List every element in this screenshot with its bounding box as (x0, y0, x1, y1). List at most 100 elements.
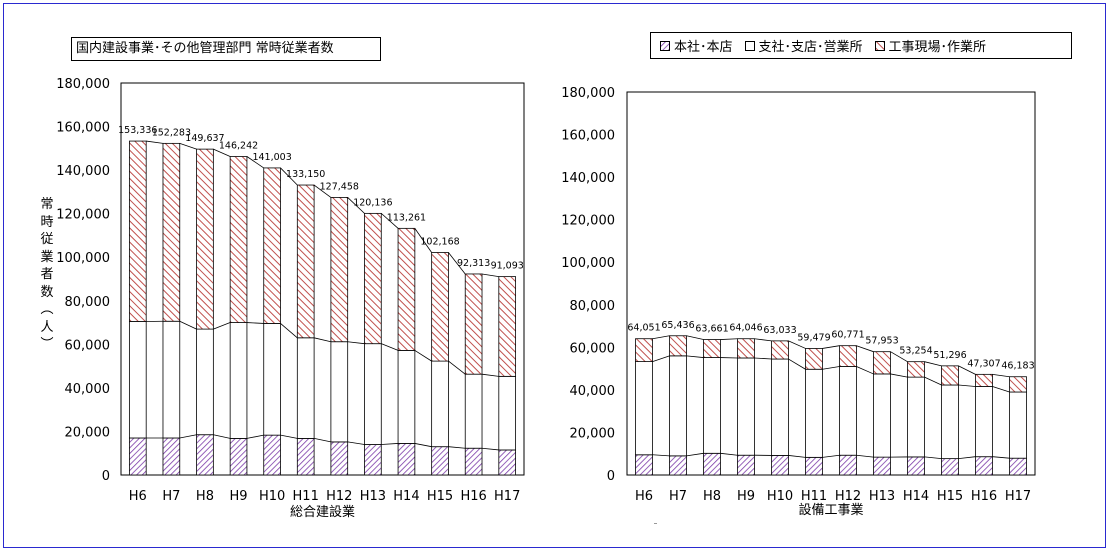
general-connector-headquarters (179, 434, 197, 439)
general-connector-site (414, 228, 432, 253)
general-ytick-label: 160,000 (56, 121, 110, 136)
equipment-ytick-label: 180,000 (561, 86, 615, 101)
general-total-label: 133,150 (286, 169, 325, 180)
equipment-bar-site (635, 338, 653, 362)
equipment-bar-headquarters (805, 456, 823, 476)
equipment-bar-headquarters (1009, 457, 1027, 476)
legend-label-branch: 支社･支店･営業所 (758, 40, 863, 55)
general-connector-site (213, 148, 231, 157)
general-connector-branch (381, 343, 399, 351)
general-bar-site (464, 273, 483, 375)
y-axis-label-char: ︵ (40, 302, 54, 317)
general-bar-site (229, 156, 248, 323)
general-bar-branch (498, 375, 517, 451)
equipment-connector-site (856, 345, 874, 353)
legend-label-headquarters: 本社･本店 (674, 40, 733, 55)
general-xtick-label: H7 (162, 489, 180, 504)
general-bar-site (498, 276, 517, 377)
general-connector-site (481, 273, 499, 278)
general-connector-headquarters (481, 447, 499, 451)
equipment-bar-site (873, 351, 891, 375)
general-connector-branch (347, 341, 365, 345)
equipment-bar-branch (873, 373, 891, 458)
equipment-xtick-label: H9 (737, 489, 755, 504)
equipment-connector-branch (788, 358, 806, 370)
equipment-total-label: 64,046 (729, 323, 762, 334)
equipment-connector-headquarters (686, 452, 704, 457)
general-total-label: 152,283 (152, 127, 191, 138)
general-bar-branch (162, 320, 181, 439)
general-bar-branch (464, 373, 483, 449)
equipment-bar-branch (635, 361, 653, 456)
equipment-bar-site (975, 373, 993, 387)
equipment-ytick-label: 0 (607, 469, 615, 484)
general-total-label: 127,458 (320, 181, 359, 192)
equipment-total-label: 63,033 (763, 325, 796, 336)
general-bar-site (330, 197, 349, 343)
general-bar-branch (431, 360, 449, 448)
equipment-bar-site (703, 339, 721, 358)
equipment-bar-branch (907, 376, 925, 458)
equipment-connector-branch (958, 384, 976, 387)
general-bar-branch (196, 328, 214, 436)
general-bar-headquarters (330, 441, 349, 476)
equipment-ytick-label: 20,000 (570, 426, 616, 441)
y-axis-label-char: 数 (40, 284, 54, 300)
general-ytick-label: 40,000 (65, 382, 111, 397)
equipment-connector-site (992, 373, 1010, 378)
general-connector-site (381, 213, 399, 229)
equipment-total-label: 47,307 (967, 358, 1000, 369)
general-ytick-label: 100,000 (56, 251, 110, 266)
general-bar-branch (364, 343, 382, 445)
equipment-connector-headquarters (992, 456, 1010, 459)
general-connector-branch (314, 337, 331, 343)
equipment-connector-headquarters (958, 456, 976, 460)
general-connector-headquarters (381, 443, 399, 445)
equipment-connector-headquarters (720, 452, 738, 456)
general-bar-site (162, 142, 181, 322)
equipment-xtick-label: H6 (635, 489, 653, 504)
general-connector-site (313, 184, 332, 198)
general-connector-headquarters (213, 434, 231, 439)
general-bar-branch (263, 323, 281, 436)
y-axis-label-char: 従 (40, 232, 54, 247)
general-bar-headquarters (229, 438, 248, 476)
legend-swatch-headquarters (660, 40, 670, 51)
equipment-xtick-label: H16 (971, 489, 997, 504)
equipment-ytick-label: 80,000 (570, 299, 616, 314)
equipment-plot-area (626, 91, 1036, 476)
general-bar-site (397, 227, 416, 351)
equipment-total-label: 63,661 (695, 324, 728, 335)
general-bar-headquarters (162, 437, 181, 476)
equipment-bar-site (771, 340, 789, 360)
general-bar-headquarters (397, 443, 416, 476)
equipment-x-axis-title: 設備工事業 (798, 502, 863, 518)
legend-item-site: 工事現場･作業所 (874, 36, 987, 55)
equipment-bar-branch (737, 357, 755, 456)
equipment-ytick-label: 100,000 (561, 256, 615, 271)
general-connector-headquarters (314, 438, 331, 443)
general-bar-headquarters (431, 446, 449, 476)
general-connector-branch (179, 320, 197, 330)
general-bar-site (128, 140, 147, 322)
equipment-bar-headquarters (941, 458, 959, 476)
equipment-bar-site (737, 338, 755, 359)
general-xtick-label: H15 (427, 489, 453, 504)
legend-swatch-branch (744, 40, 755, 51)
equipment-xtick-label: H12 (835, 489, 861, 504)
legend-item-headquarters: 本社･本店 (660, 36, 733, 55)
general-ytick-label: 60,000 (65, 338, 111, 353)
general-connector-site (347, 197, 365, 214)
legend-label-site: 工事現場･作業所 (888, 40, 987, 55)
general-xtick-label: H16 (460, 489, 486, 504)
equipment-connector-headquarters (822, 454, 840, 458)
general-ytick-label: 180,000 (56, 77, 110, 92)
general-xtick-label: H11 (293, 489, 319, 504)
general-total-label: 120,136 (353, 197, 392, 208)
equipment-connector-branch (652, 355, 670, 362)
general-bar-headquarters (128, 437, 147, 476)
equipment-bar-branch (975, 386, 993, 458)
equipment-connector-site (890, 351, 908, 363)
equipment-connector-site (720, 338, 738, 340)
general-connector-site (146, 140, 164, 144)
